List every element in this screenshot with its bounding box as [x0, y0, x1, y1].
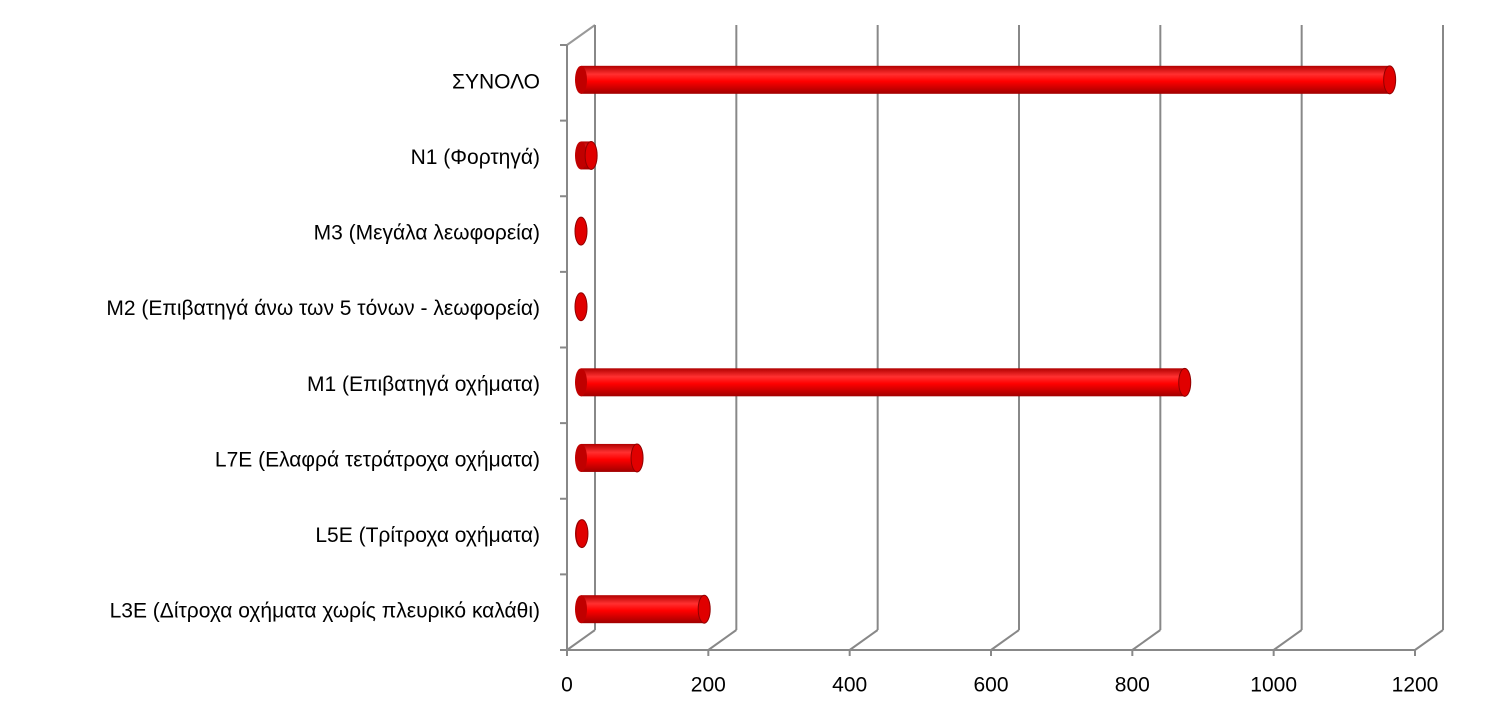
bar-end-cap — [1178, 367, 1192, 397]
bar-start-cap — [575, 595, 587, 624]
bar-end-cap — [574, 216, 588, 246]
bar-start-cap — [575, 141, 587, 170]
bar-start-cap — [575, 443, 587, 472]
bar-end-cap — [697, 594, 711, 624]
back-axis-top — [566, 24, 596, 46]
grid-line-floor — [1273, 629, 1303, 651]
grid-line-floor — [566, 629, 596, 651]
grid-line-floor — [707, 629, 737, 651]
bar-start-cap — [575, 368, 587, 397]
bar-end-cap — [575, 519, 589, 549]
bar — [581, 65, 1390, 94]
y-tick-label: ΣΥΝΟΛΟ — [452, 70, 540, 93]
x-tick-label: 400 — [832, 674, 867, 697]
bar-end-cap — [584, 140, 598, 170]
bar — [581, 368, 1185, 397]
x-tick-label: 0 — [561, 674, 573, 697]
grid-line-floor — [849, 629, 879, 651]
bar — [581, 443, 638, 472]
y-tick-label: N1 (Φορτηγά) — [411, 146, 540, 169]
y-tick-label: L7E (Ελαφρά τετράτροχα οχήματα) — [215, 448, 540, 471]
bar-end-cap — [1383, 65, 1397, 95]
bar-end-cap — [630, 443, 644, 473]
y-tick-label: L3E (Δίτροχα οχήματα χωρίς πλευρικό καλά… — [110, 600, 540, 623]
y-tick-label: M2 (Επιβατηγά άνω των 5 τόνων - λεωφορεί… — [106, 297, 540, 320]
grid-line-floor — [990, 629, 1020, 651]
grid-line-floor — [1131, 629, 1161, 651]
y-tick-label: M1 (Επιβατηγά οχήματα) — [307, 373, 540, 396]
bar — [581, 595, 705, 624]
x-tick-label: 1200 — [1392, 674, 1439, 697]
y-tick-label: M3 (Μεγάλα λεωφορεία) — [314, 222, 540, 245]
x-tick-label: 200 — [691, 674, 726, 697]
grid-line-floor — [1414, 629, 1444, 651]
bar-end-cap — [574, 292, 588, 322]
x-tick-label: 800 — [1115, 674, 1150, 697]
y-tick-label: L5E (Τρίτροχα οχήματα) — [315, 524, 540, 547]
bar-start-cap — [575, 65, 587, 94]
x-tick-label: 600 — [973, 674, 1008, 697]
x-tick-label: 1000 — [1250, 674, 1297, 697]
